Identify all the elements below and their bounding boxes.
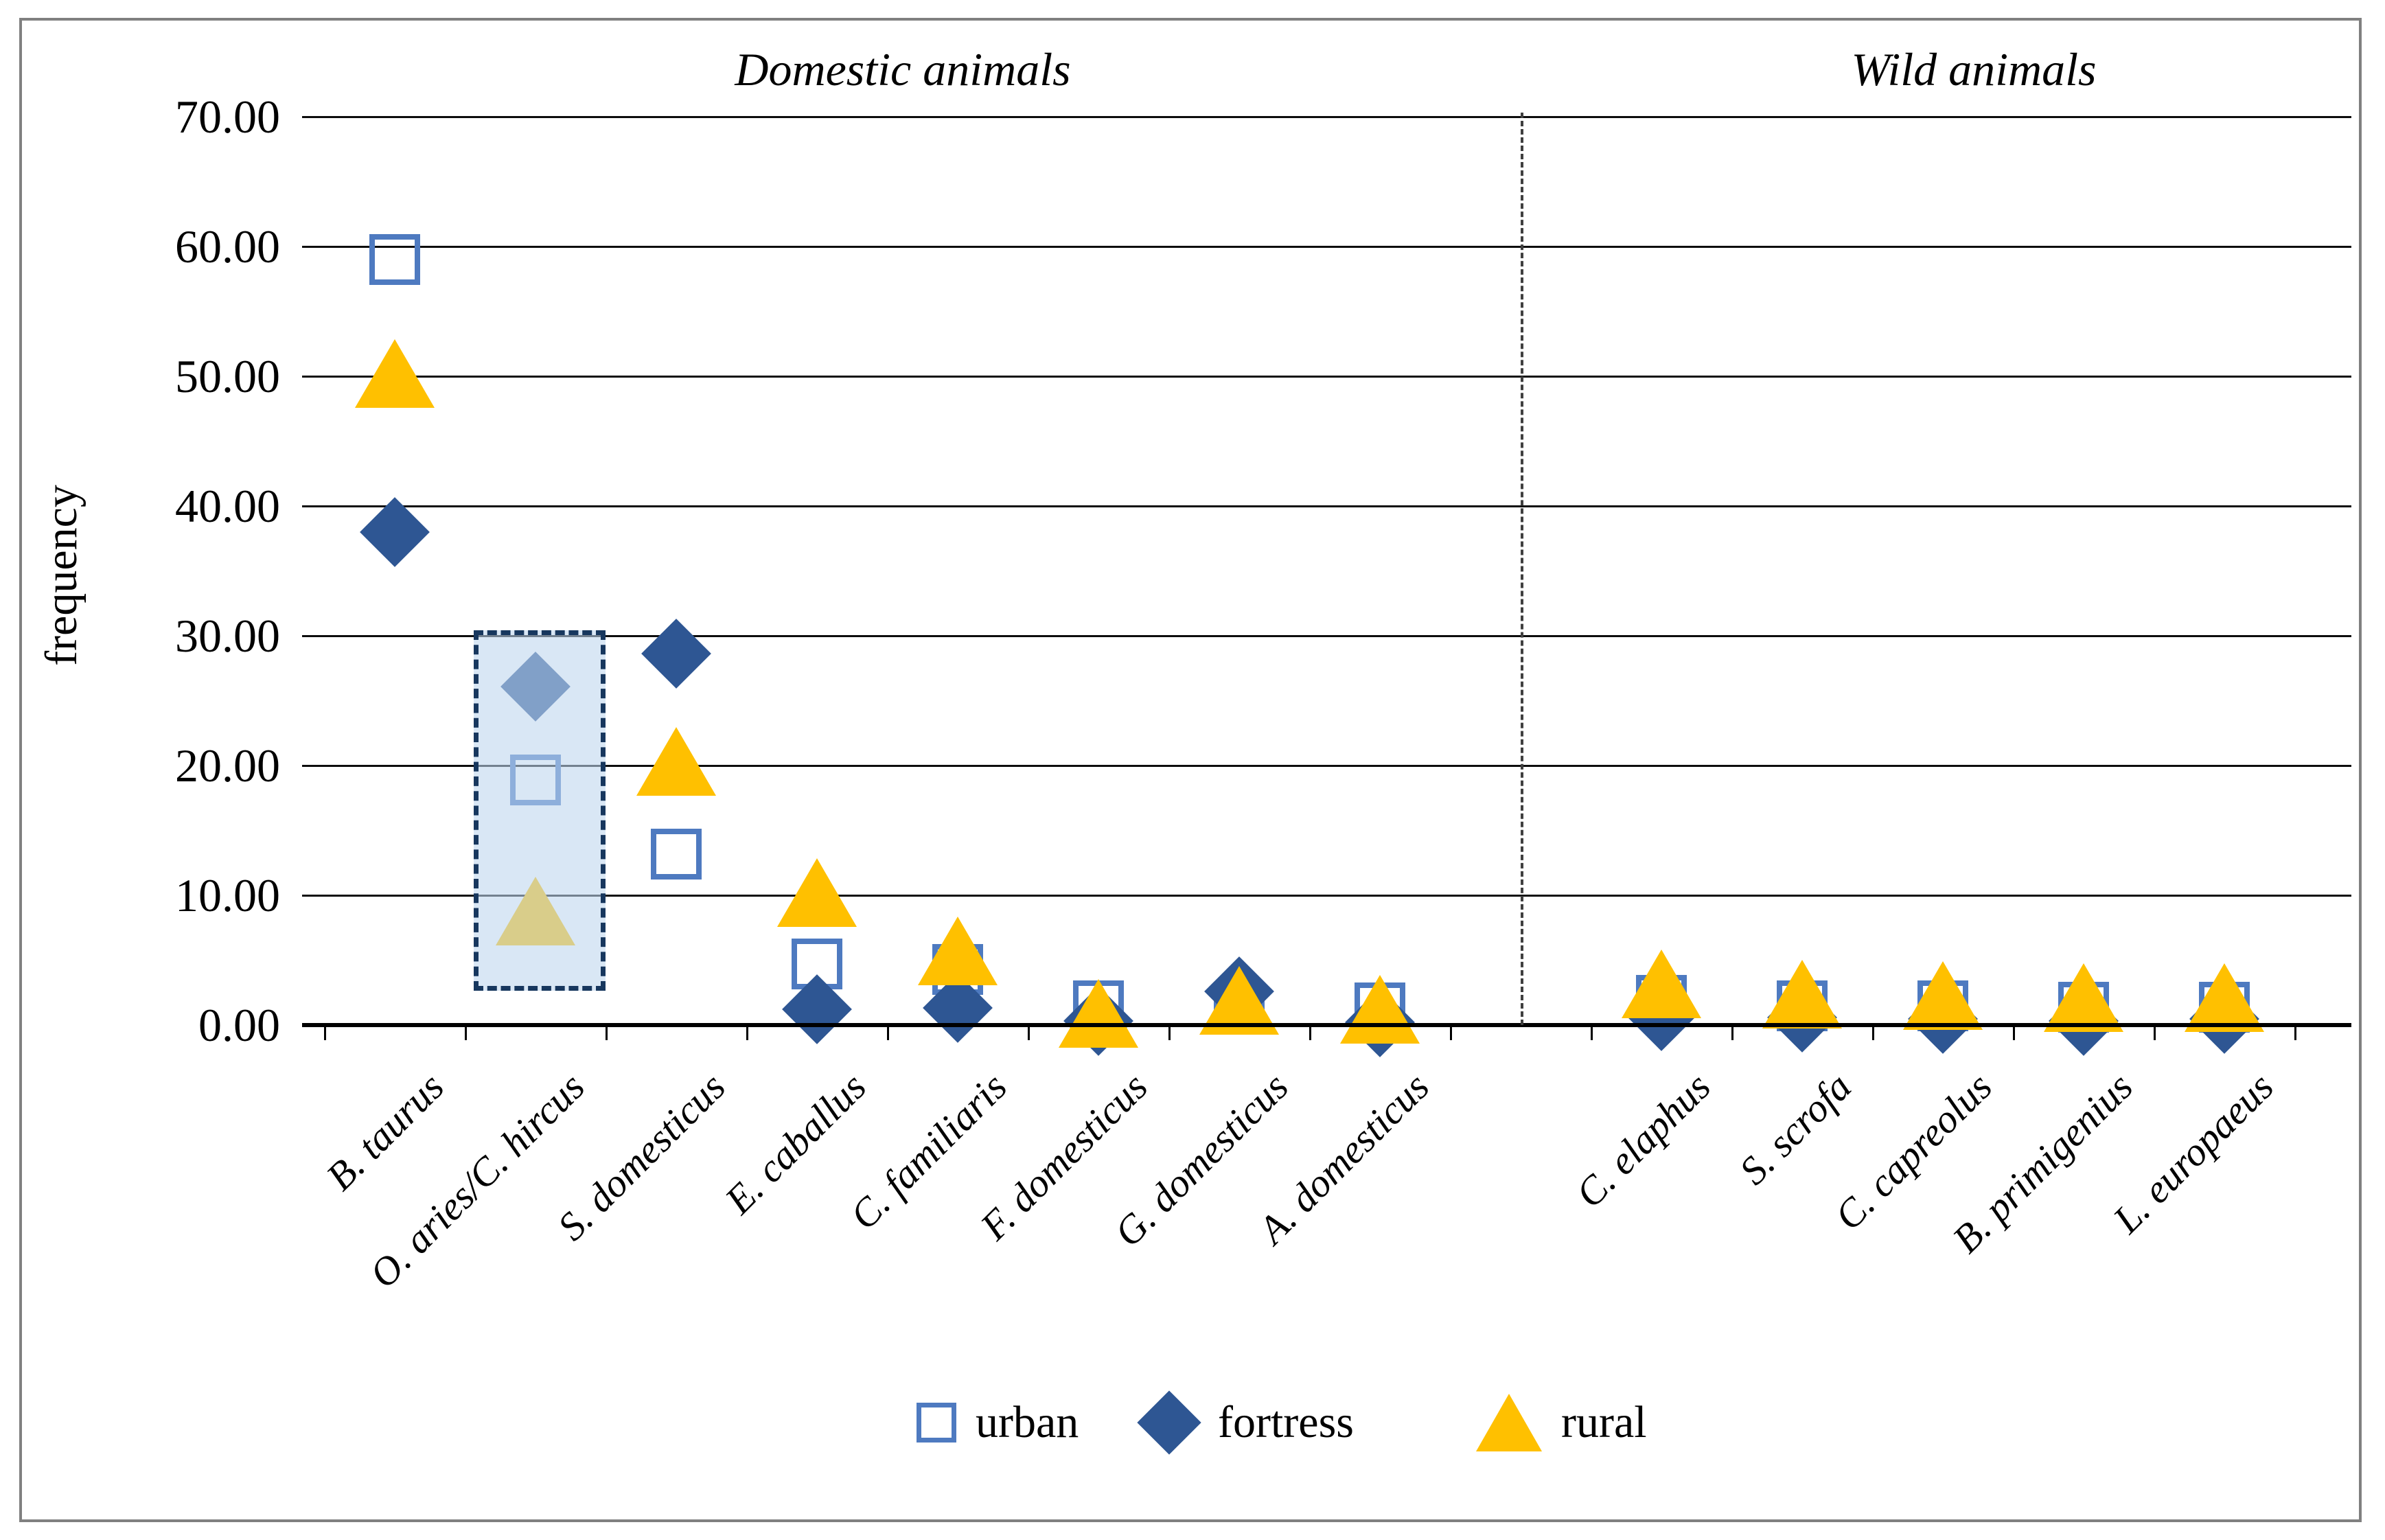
x-axis-tick [1309, 1025, 1311, 1040]
gridline [302, 246, 2351, 248]
section-divider-line [1521, 113, 1523, 1025]
marker-rural-triangle [355, 339, 435, 409]
marker-rural-triangle [777, 858, 857, 928]
marker-rural-triangle [1059, 978, 1138, 1048]
y-tick-label: 40.00 [175, 480, 280, 532]
urban-open-square-icon [917, 1403, 956, 1443]
chart-frame [19, 18, 2362, 1522]
x-axis-tick [2153, 1025, 2156, 1040]
x-axis-tick [746, 1025, 748, 1040]
legend-item-fortress: fortress [1137, 1381, 1354, 1464]
x-axis-tick [1449, 1025, 1452, 1040]
marker-rural-triangle [2044, 963, 2123, 1033]
gridline [302, 505, 2351, 507]
x-axis-tick [1168, 1025, 1171, 1040]
gridline [302, 116, 2351, 118]
fortress-diamond-icon [1137, 1390, 1201, 1455]
marker-rural-triangle [1340, 975, 1420, 1044]
y-tick-label: 20.00 [175, 739, 280, 792]
marker-urban-square [651, 828, 702, 880]
x-axis-tick [605, 1025, 608, 1040]
section-title-wild: Wild animals [1851, 43, 2097, 95]
x-axis-tick [1590, 1025, 1593, 1040]
gridline [302, 765, 2351, 767]
gridline [302, 635, 2351, 637]
x-axis-tick [464, 1025, 467, 1040]
marker-rural-triangle [1762, 959, 1842, 1028]
legend: urban fortress rural [0, 1381, 2385, 1464]
legend-label-urban: urban [976, 1397, 1079, 1447]
marker-rural-triangle [918, 917, 998, 986]
y-tick-label: 10.00 [175, 869, 280, 921]
x-axis-tick [1871, 1025, 1874, 1040]
y-tick-label: 60.00 [175, 220, 280, 273]
x-axis-tick [323, 1025, 326, 1040]
x-axis-tick [2012, 1025, 2015, 1040]
legend-label-fortress: fortress [1218, 1397, 1354, 1447]
marker-rural-triangle [2185, 963, 2264, 1033]
marker-rural-triangle [1903, 961, 1983, 1030]
section-title-domestic: Domestic animals [735, 43, 1071, 95]
rural-triangle-icon [1476, 1394, 1542, 1451]
y-tick-label: 50.00 [175, 350, 280, 402]
legend-item-rural: rural [1476, 1381, 1647, 1464]
y-tick-label: 0.00 [198, 999, 280, 1051]
marker-rural-triangle [636, 727, 716, 796]
x-axis-tick [886, 1025, 889, 1040]
x-axis-tick [1027, 1025, 1030, 1040]
legend-label-rural: rural [1561, 1397, 1647, 1447]
x-axis-tick [1731, 1025, 1733, 1040]
x-axis-tick [2294, 1025, 2296, 1040]
legend-item-urban: urban [917, 1381, 1079, 1464]
y-tick-label: 70.00 [175, 91, 280, 143]
highlight-box [474, 630, 606, 991]
marker-urban-square [369, 233, 420, 285]
marker-rural-triangle [1622, 949, 1701, 1018]
gridline [302, 895, 2351, 897]
y-axis-title: frequency [36, 485, 87, 666]
x-axis [302, 1023, 2351, 1027]
gridline [302, 376, 2351, 378]
y-tick-label: 30.00 [175, 610, 280, 662]
